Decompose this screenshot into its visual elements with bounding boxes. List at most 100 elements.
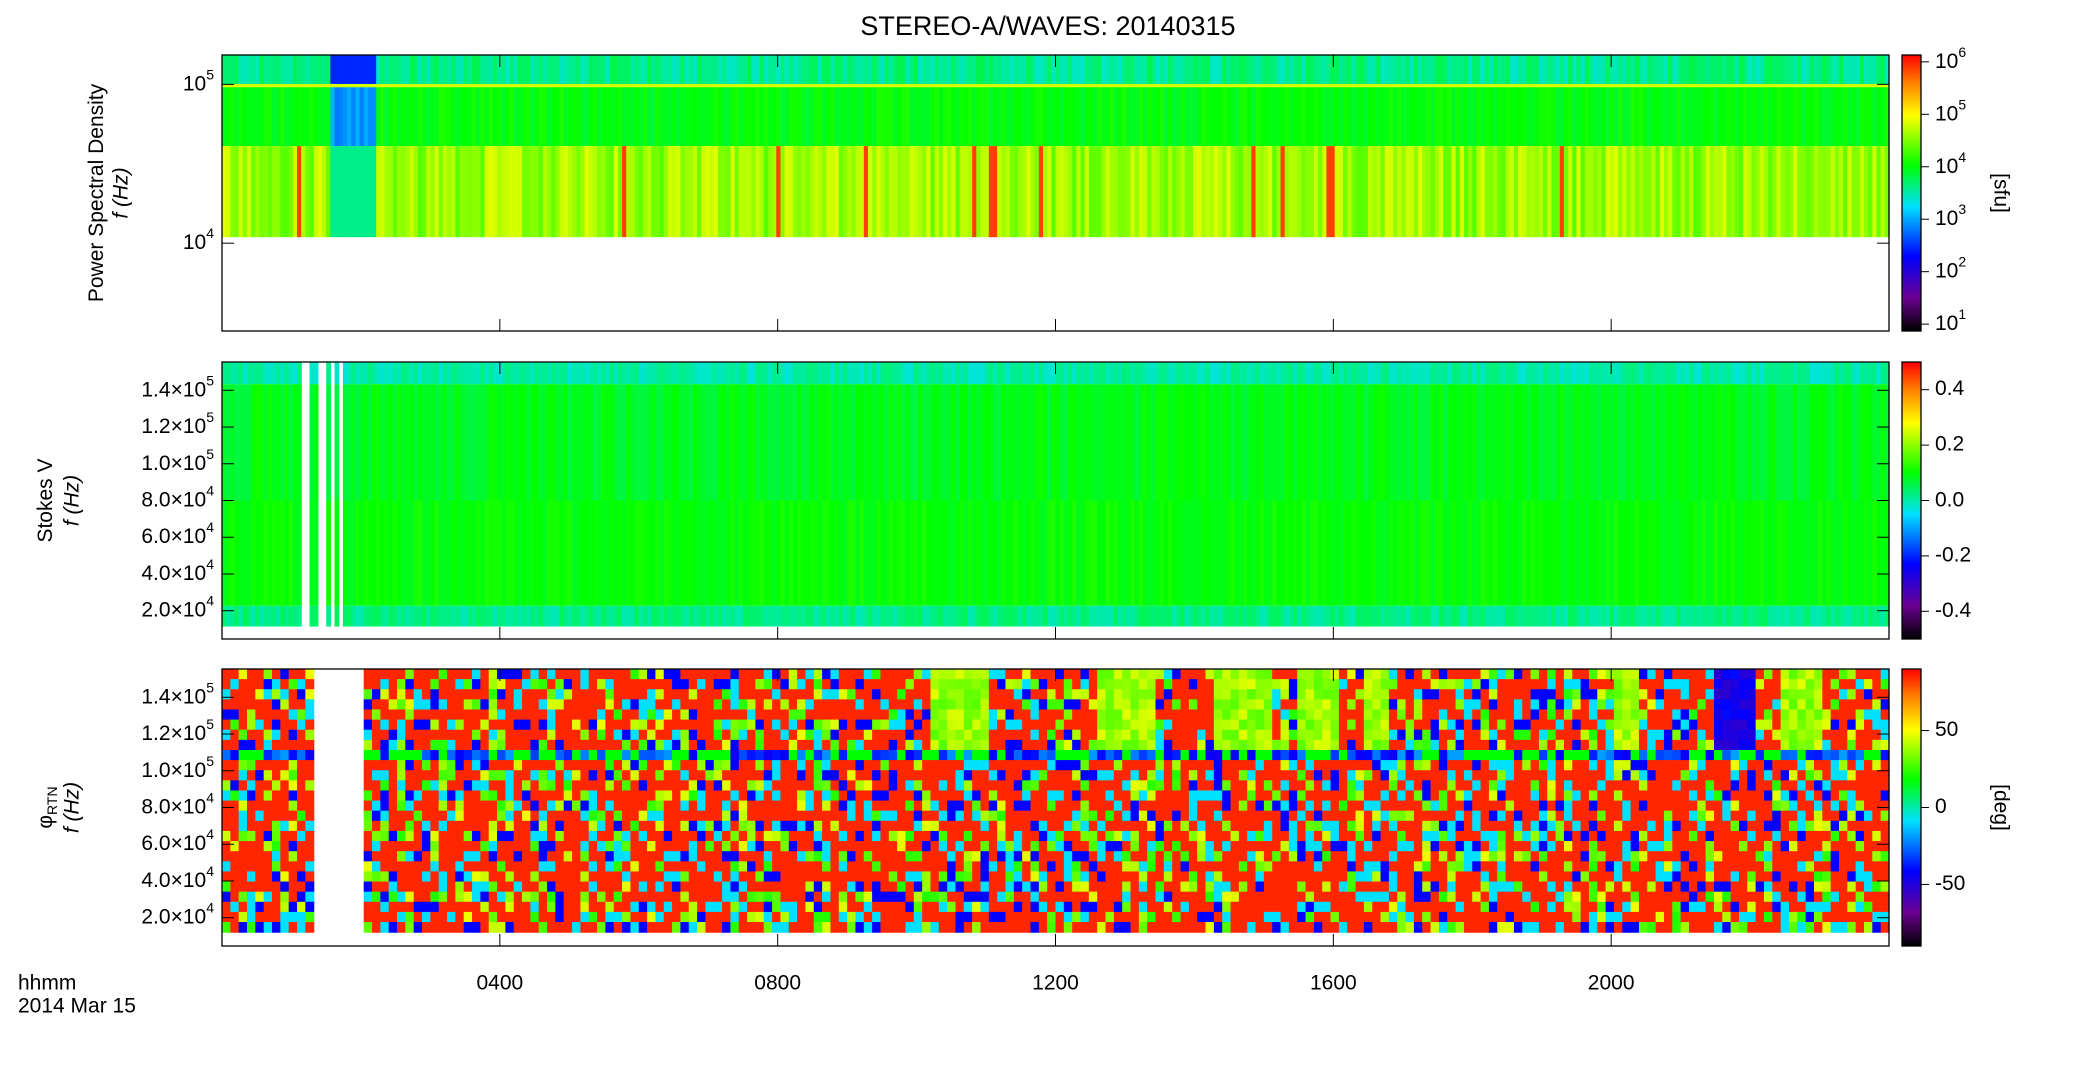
spectrogram-cell — [1556, 87, 1561, 146]
spectrogram-cell — [247, 882, 256, 893]
spectrogram-cell — [447, 770, 456, 781]
spectrogram-cell — [1447, 362, 1452, 384]
spectrogram-cell — [939, 679, 948, 690]
spectrogram-cell — [947, 87, 952, 146]
spectrogram-cell — [897, 851, 906, 862]
spectrogram-cell — [589, 841, 598, 852]
spectrogram-cell — [397, 501, 402, 606]
spectrogram-cell — [539, 892, 548, 903]
spectrogram-cell — [1076, 362, 1081, 384]
spectrogram-cell — [264, 811, 273, 822]
spectrogram-cell — [680, 892, 689, 903]
spectrogram-cell — [522, 720, 531, 731]
spectrogram-cell — [1285, 384, 1290, 500]
spectrogram-cell — [664, 740, 673, 751]
spectrogram-cell — [247, 146, 252, 237]
spectrogram-cell — [1493, 55, 1498, 84]
spectrogram-cell — [522, 871, 531, 882]
spectrogram-cell — [905, 871, 914, 882]
spectrogram-cell — [1860, 501, 1865, 606]
spectrogram-cell — [930, 384, 935, 500]
spectrogram-cell — [360, 87, 365, 146]
spectrogram-cell — [326, 501, 331, 606]
spectrogram-cell — [522, 902, 531, 913]
spectrogram-cell — [1493, 87, 1498, 146]
spectrogram-cell — [305, 851, 314, 862]
spectrogram-cell — [926, 146, 931, 237]
spectrogram-cell — [447, 709, 456, 720]
spectrogram-cell — [1514, 55, 1519, 84]
spectrogram-cell — [1839, 362, 1844, 384]
spectrogram-cell — [1631, 362, 1636, 384]
spectrogram-cell — [747, 780, 756, 791]
spectrogram-cell — [547, 362, 552, 384]
spectrogram-cell — [472, 912, 481, 923]
spectrogram-cell — [1481, 384, 1486, 500]
spectrogram-cell — [872, 831, 881, 842]
spectrogram-cell — [1389, 87, 1394, 146]
spectrogram-cell — [1597, 146, 1602, 237]
spectrogram-cell — [789, 811, 798, 822]
spectrogram-cell — [505, 801, 514, 812]
spectrogram-cell — [1518, 87, 1523, 146]
spectrogram-cell — [589, 922, 598, 933]
spectrogram-cell — [505, 760, 514, 771]
spectrogram-cell — [522, 750, 531, 761]
spectrogram-cell — [314, 87, 319, 146]
spectrogram-cell — [1610, 146, 1615, 237]
spectrogram-cell — [489, 362, 494, 384]
spectrogram-cell — [255, 669, 264, 680]
spectrogram-cell — [1710, 606, 1715, 627]
spectrogram-cell — [380, 87, 385, 146]
spectrogram-cell — [1876, 606, 1881, 627]
spectrogram-cell — [264, 821, 273, 832]
spectrogram-cell — [580, 55, 585, 84]
spectrogram-cell — [430, 821, 439, 832]
spectrogram-cell — [543, 146, 548, 237]
spectrogram-cell — [1547, 55, 1552, 84]
spectrogram-cell — [1651, 606, 1656, 627]
spectrogram-cell — [1118, 501, 1123, 606]
spectrogram-cell — [1522, 362, 1527, 384]
spectrogram-cell — [539, 679, 548, 690]
spectrogram-cell — [472, 892, 481, 903]
spectrogram-cell — [1360, 501, 1365, 606]
spectrogram-cell — [555, 922, 564, 933]
spectrogram-cell — [714, 740, 723, 751]
spectrogram-cell — [693, 146, 698, 237]
spectrogram-cell — [1643, 362, 1648, 384]
spectrogram-cell — [980, 501, 985, 606]
spectrogram-cell — [1160, 146, 1165, 237]
spectrogram-cell — [830, 760, 839, 771]
spectrogram-cell — [1097, 501, 1102, 606]
spectrogram-cell — [280, 709, 289, 720]
spectrogram-cell — [997, 146, 1002, 237]
spectrogram-cell — [793, 362, 798, 384]
spectrogram-cell — [364, 55, 369, 84]
spectrogram-cell — [255, 912, 264, 923]
spectrogram-cell — [643, 384, 648, 500]
spectrogram-cell — [722, 720, 731, 731]
spectrogram-cell — [476, 384, 481, 500]
spectrogram-cell — [855, 760, 864, 771]
spectrogram-cell — [230, 861, 239, 872]
spectrogram-cell — [251, 87, 256, 146]
spectrogram-cell — [764, 922, 773, 933]
spectrogram-cell — [1426, 146, 1431, 237]
spectrogram-cell — [830, 699, 839, 710]
spectrogram-cell — [455, 740, 464, 751]
spectrogram-cell — [497, 861, 506, 872]
spectrogram-cell — [539, 922, 548, 933]
spectrogram-cell — [855, 87, 860, 146]
spectrogram-cell — [1164, 501, 1169, 606]
spectrogram-cell — [1264, 384, 1269, 500]
spectrogram-cell — [1201, 501, 1206, 606]
spectrogram-cell — [1739, 606, 1744, 627]
spectrogram-cell — [930, 750, 939, 761]
spectrogram-cell — [580, 362, 585, 384]
spectrogram-cell — [772, 912, 781, 923]
spectrogram-cell — [443, 146, 448, 237]
spectrogram-cell — [1147, 501, 1152, 606]
spectrogram-cell — [1635, 384, 1640, 500]
spectrogram-cell — [735, 55, 740, 84]
